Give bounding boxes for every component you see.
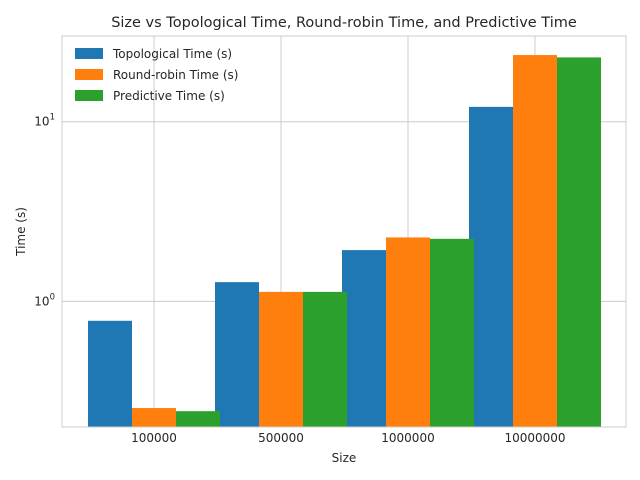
x-tick-label: 10000000 [504, 431, 565, 445]
legend-label: Round-robin Time (s) [113, 68, 238, 82]
legend-swatch [75, 69, 103, 80]
bar [557, 57, 601, 428]
bar [386, 237, 430, 427]
legend-label: Predictive Time (s) [113, 89, 225, 103]
bar [342, 250, 386, 427]
y-tick-label: 101 [34, 113, 55, 129]
bar [303, 291, 347, 427]
legend-label: Topological Time (s) [112, 47, 232, 61]
bar [259, 291, 303, 427]
y-tick-label: 100 [34, 292, 55, 308]
bar [215, 282, 259, 427]
y-tick-labels: 100 101 [34, 113, 55, 309]
bars [88, 55, 601, 428]
chart-title: Size vs Topological Time, Round-robin Ti… [111, 15, 577, 31]
bar [176, 411, 220, 427]
x-tick-label: 1000000 [381, 431, 434, 445]
plot-frame [61, 35, 627, 428]
bar [88, 320, 132, 427]
legend-swatch [75, 48, 103, 59]
x-axis-label: Size [332, 451, 357, 465]
y-axis-label: Time (s) [14, 207, 28, 257]
x-tick-labels: 100000 500000 1000000 10000000 [131, 431, 565, 445]
bar [469, 106, 513, 428]
bar [132, 408, 176, 427]
bar [430, 238, 474, 427]
legend-swatch [75, 90, 103, 101]
legend: Topological Time (s) Round-robin Time (s)… [75, 47, 238, 103]
bar [513, 55, 557, 428]
x-tick-label: 500000 [258, 431, 304, 445]
x-tick-label: 100000 [131, 431, 177, 445]
